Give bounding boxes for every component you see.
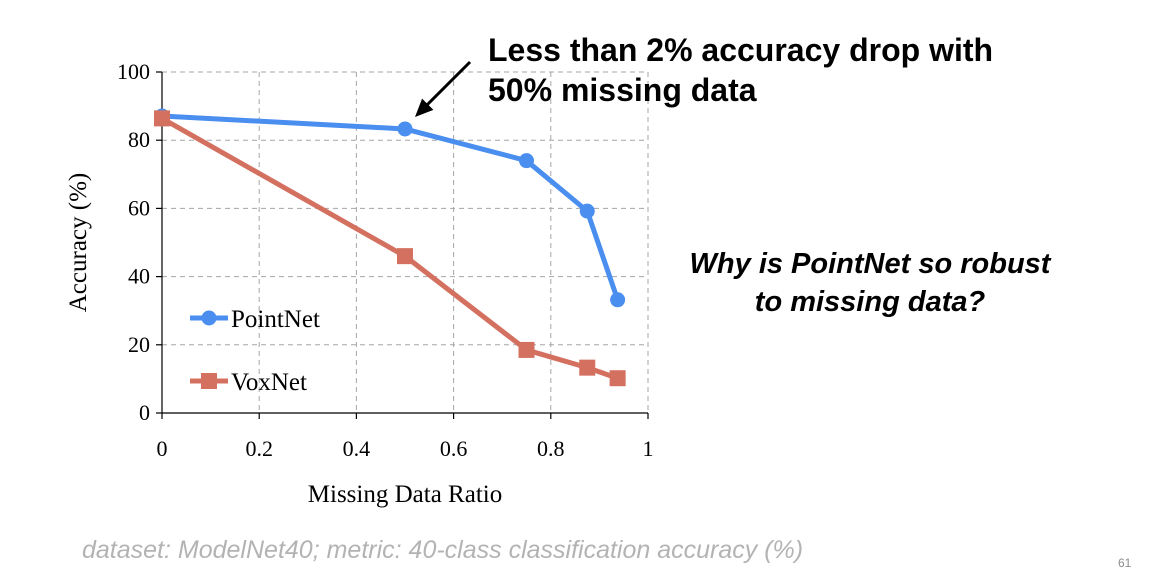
arrow-head bbox=[415, 98, 434, 117]
pointnet-series-line bbox=[161, 113, 620, 301]
x-tick-label: 0 bbox=[157, 436, 168, 461]
data-series bbox=[154, 108, 626, 387]
annotation-arrow bbox=[415, 60, 472, 117]
y-tick-label: 60 bbox=[128, 195, 150, 220]
legend: PointNet VoxNet bbox=[190, 306, 320, 396]
voxnet-data-point bbox=[609, 370, 626, 387]
y-tick-label: 100 bbox=[117, 59, 150, 84]
legend-label: PointNet bbox=[231, 306, 320, 333]
legend-label: VoxNet bbox=[231, 369, 307, 396]
x-tick-label: 0.8 bbox=[537, 436, 565, 461]
annotation-callout: Less than 2% accuracy drop with 50% miss… bbox=[488, 30, 993, 110]
voxnet-data-point bbox=[518, 341, 535, 358]
pointnet-data-point bbox=[579, 203, 595, 219]
legend-marker-circle bbox=[201, 310, 217, 326]
x-tick-label: 0.4 bbox=[343, 436, 371, 461]
x-tick-label: 1 bbox=[643, 436, 654, 461]
voxnet-data-point bbox=[154, 110, 170, 127]
voxnet-series-line bbox=[160, 116, 619, 381]
y-axis-title: Accuracy (%) bbox=[65, 173, 92, 313]
y-tick-label: 80 bbox=[128, 127, 150, 152]
y-tick-label: 40 bbox=[128, 264, 150, 289]
x-tick-label: 0.6 bbox=[440, 436, 468, 461]
voxnet-data-point bbox=[397, 248, 413, 265]
arrow-shaft bbox=[421, 60, 472, 111]
y-tick-label: 0 bbox=[139, 400, 150, 425]
pointnet-data-point bbox=[519, 153, 534, 169]
robustness-question: Why is PointNet so robust to missing dat… bbox=[660, 245, 1080, 321]
pointnet-data-point bbox=[397, 121, 413, 137]
tick-labels: 0 20 40 60 80 100 0 0.2 0.4 0.6 0.8 1 bbox=[117, 59, 654, 461]
legend-marker-square bbox=[201, 373, 217, 389]
annotation-line-2: 50% missing data bbox=[488, 72, 757, 108]
question-line-1: Why is PointNet so robust bbox=[689, 248, 1051, 280]
dataset-footnote: dataset: ModelNet40; metric: 40-class cl… bbox=[82, 536, 804, 564]
legend-entry-pointnet: PointNet bbox=[190, 306, 320, 333]
axes bbox=[156, 71, 649, 419]
legend-entry-voxnet: VoxNet bbox=[190, 369, 307, 396]
annotation-line-1: Less than 2% accuracy drop with bbox=[488, 32, 994, 68]
page-number: 61 bbox=[1118, 556, 1132, 570]
voxnet-data-point bbox=[579, 359, 596, 376]
x-tick-label: 0.2 bbox=[245, 436, 273, 461]
x-axis-title: Missing Data Ratio bbox=[308, 481, 502, 508]
pointnet-data-point bbox=[610, 292, 626, 308]
question-line-2: to missing data? bbox=[754, 286, 986, 318]
y-tick-label: 20 bbox=[128, 332, 150, 357]
